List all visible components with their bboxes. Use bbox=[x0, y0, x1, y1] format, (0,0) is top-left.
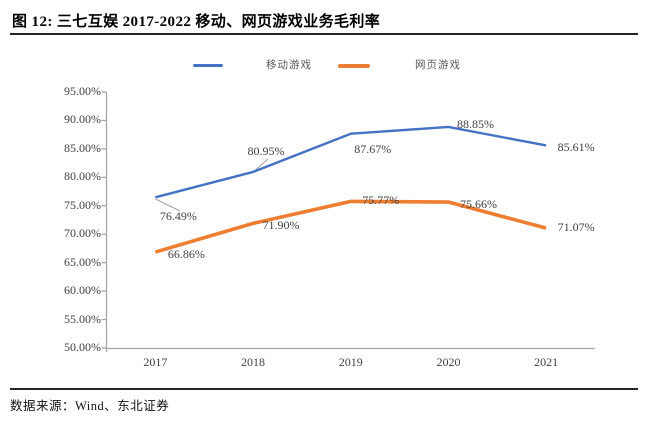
data-source: 数据来源：Wind、东北证券 bbox=[10, 399, 170, 413]
legend-line-mobile-icon bbox=[193, 64, 223, 68]
data-label: 75.77% bbox=[362, 193, 400, 208]
data-label: 75.66% bbox=[459, 197, 497, 212]
title-underline bbox=[10, 33, 638, 35]
y-axis-tick-label: 90.00% bbox=[64, 112, 101, 127]
y-axis-tick-label: 85.00% bbox=[64, 140, 101, 155]
data-label: 80.95% bbox=[247, 143, 285, 158]
figure-title: 图 12: 三七互娱 2017-2022 移动、网页游戏业务毛利率 bbox=[12, 14, 381, 30]
x-axis-tick-label: 2019 bbox=[338, 355, 363, 369]
mobile-series-line bbox=[155, 125, 547, 199]
y-axis-tick-label: 80.00% bbox=[64, 169, 101, 184]
web-series-line bbox=[154, 199, 547, 254]
data-label: 87.67% bbox=[354, 141, 392, 156]
x-axis-tick-label: 2020 bbox=[436, 355, 461, 369]
legend-label-web: 网页游戏 bbox=[415, 60, 461, 71]
data-label-leader-line bbox=[155, 198, 181, 212]
x-axis-tick-label: 2017 bbox=[143, 355, 168, 369]
data-label: 66.86% bbox=[167, 247, 205, 262]
y-axis-tick-label: 60.00% bbox=[64, 283, 101, 298]
y-axis-tick-label: 95.00% bbox=[64, 84, 101, 98]
legend-label-mobile: 移动游戏 bbox=[266, 60, 312, 71]
x-axis-tick-label: 2021 bbox=[534, 355, 559, 369]
y-axis-tick-label: 50.00% bbox=[64, 340, 101, 354]
legend-line-web-icon bbox=[338, 63, 370, 68]
data-label: 88.85% bbox=[456, 116, 494, 131]
y-axis-tick-label: 75.00% bbox=[64, 197, 101, 212]
source-topline bbox=[10, 388, 638, 390]
data-label: 71.07% bbox=[557, 220, 595, 235]
y-axis-tick-label: 65.00% bbox=[64, 254, 101, 269]
x-axis-tick-label: 2018 bbox=[241, 355, 266, 369]
y-axis-tick-label: 55.00% bbox=[64, 311, 101, 326]
data-label: 71.90% bbox=[262, 218, 300, 233]
data-label: 76.49% bbox=[159, 209, 197, 224]
y-axis-tick-label: 70.00% bbox=[64, 226, 101, 241]
data-label: 85.61% bbox=[557, 140, 595, 155]
